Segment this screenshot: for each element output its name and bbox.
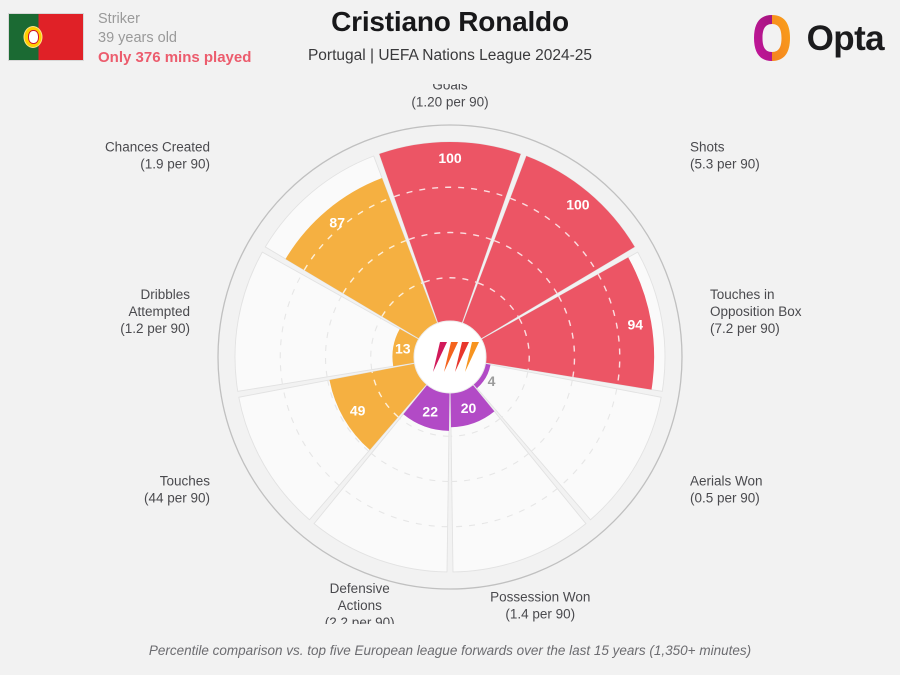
player-position: Striker	[98, 11, 140, 27]
flag-emblem-icon	[23, 26, 43, 48]
grid-ring	[279, 273, 303, 385]
pizza-chart: 100 Goals (1.20 per 90) 100 Shots (5.3 per 90…	[0, 84, 900, 624]
pizza-slice-label: Chances Created (1.9 per 90)	[105, 139, 210, 171]
flag-field	[9, 14, 83, 60]
pizza-slice-label: Aerials Won (0.5 per 90)	[690, 474, 763, 506]
pizza-slice-value[interactable]	[329, 363, 428, 450]
grid-ring	[342, 239, 407, 294]
player-minutes-warning: Only 376 mins played	[98, 49, 252, 66]
grid-ring	[399, 417, 449, 437]
grid-ring	[597, 273, 621, 385]
grid-ring	[342, 488, 448, 528]
page-subtitle: Portugal | UEFA Nations League 2024-25	[307, 47, 593, 64]
pizza-slice-label: Dribbles Attempted (1.2 per 90)	[120, 287, 190, 336]
grid-ring	[558, 295, 576, 378]
pizza-slice-value[interactable]	[392, 328, 421, 367]
pizza-slice-value-label: 87	[329, 215, 345, 231]
page-title: Cristiano Ronaldo	[331, 6, 569, 37]
center-logo-bar	[444, 342, 458, 372]
pizza-slice-label: Possession Won (1.4 per 90)	[490, 590, 590, 622]
center-logo-bar	[465, 342, 479, 372]
grid-ring	[408, 231, 492, 241]
chart-footnote: Percentile comparison vs. top five Europ…	[148, 643, 752, 658]
pizza-slice-value-label: 20	[461, 400, 477, 416]
grid-ring	[452, 488, 558, 528]
player-age: 39 years old	[98, 30, 177, 46]
grid-ring	[477, 282, 519, 317]
grid-ring	[530, 380, 573, 452]
country-flag	[8, 13, 84, 61]
pizza-slice[interactable]: 49	[238, 362, 429, 521]
pizza-slice-value-label: 4	[488, 373, 496, 389]
pizza-slice-value-label: 49	[350, 402, 366, 418]
grid-ring	[370, 453, 449, 483]
pizza-slice-label: Touches in Opposition Box (7.2 per 90)	[710, 287, 802, 336]
pizza-slice-value[interactable]	[462, 156, 635, 340]
grid-ring	[423, 277, 477, 283]
pizza-slice[interactable]: 87	[264, 155, 439, 341]
pizza-slice-value-label: 94	[627, 316, 643, 332]
grid-ring	[327, 380, 370, 452]
pizza-slice-value[interactable]	[479, 257, 655, 390]
opta-mark-icon	[746, 12, 798, 64]
grid-ring	[282, 388, 340, 486]
opta-logo: Opta	[746, 12, 885, 64]
center-logo	[413, 320, 487, 394]
grid-ring	[560, 388, 618, 486]
grid-ring	[501, 371, 529, 418]
center-logo-bar	[455, 342, 469, 372]
pizza-slice-value[interactable]	[379, 142, 521, 325]
pizza-slice-value-label: 13	[395, 341, 411, 357]
pizza-slice[interactable]: 22	[313, 382, 450, 573]
grid-ring	[324, 295, 342, 377]
grid-ring	[510, 197, 597, 271]
pizza-slice-value[interactable]	[285, 178, 438, 340]
grid-ring	[370, 318, 382, 370]
grid-ring	[493, 239, 558, 294]
pizza-slice-value[interactable]	[403, 383, 450, 431]
pizza-slice-label: Defensive Actions (2.2 per 90)	[325, 581, 395, 624]
title-block: Cristiano Ronaldo Portugal | UEFA Nation…	[0, 6, 900, 65]
pizza-slice-value-label: 100	[566, 197, 590, 213]
pizza-slice-label: Goals (1.20 per 90)	[411, 84, 488, 110]
pizza-slice-value-label: 100	[438, 150, 462, 166]
grid-ring	[303, 197, 390, 271]
pizza-slice-value[interactable]	[450, 383, 495, 428]
opta-wordmark: Opta	[806, 18, 885, 58]
grid-ring	[451, 453, 530, 483]
grid-ring	[381, 282, 423, 317]
grid-ring	[518, 317, 530, 370]
pizza-slice-label: Shots (5.3 per 90)	[690, 139, 760, 171]
pizza-slice[interactable]: 20	[450, 382, 587, 573]
pizza-chart-svg: 100 Goals (1.20 per 90) 100 Shots (5.3 per 90…	[105, 84, 802, 624]
player-meta: Striker 39 years old Only 376 mins playe…	[98, 10, 251, 67]
header: Striker 39 years old Only 376 mins playe…	[0, 0, 900, 86]
pizza-slice-value[interactable]	[472, 363, 491, 389]
grid-ring	[393, 186, 507, 198]
pizza-slice-label: Touches (44 per 90)	[144, 474, 210, 506]
grid-ring	[451, 417, 501, 437]
pizza-slice-value-label: 22	[422, 403, 438, 419]
center-logo-bar	[433, 342, 447, 372]
grid-ring	[371, 371, 399, 418]
